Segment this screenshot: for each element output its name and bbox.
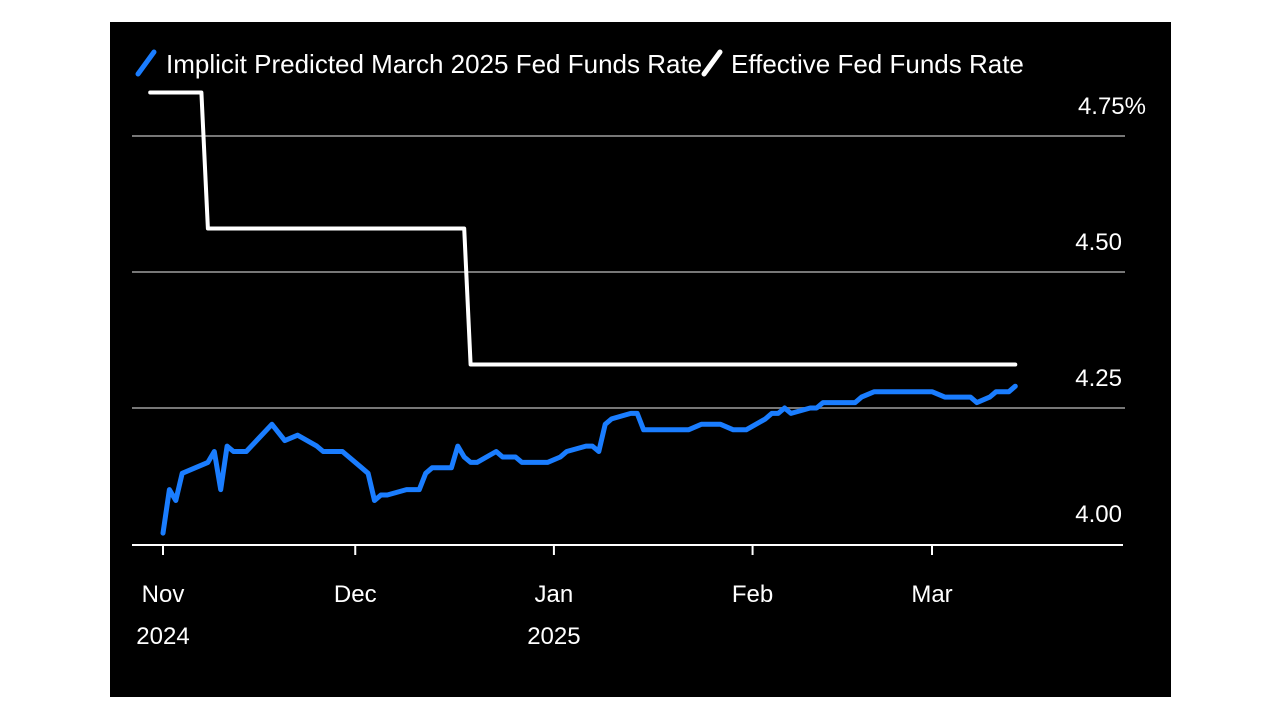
y-tick-label: 4.00 (1075, 501, 1122, 528)
x-axis: Nov 2024 Dec Jan 2025 Feb Mar (132, 544, 1123, 650)
y-tick-label: 4.50 (1075, 229, 1122, 256)
series-line-implicit-rate (160, 383, 1018, 536)
x-tick-month-label: Dec (334, 581, 377, 608)
y-tick-label: 4.25 (1075, 365, 1122, 392)
x-tick-month-label: Nov (142, 581, 185, 608)
x-tick-month-label: Mar (911, 581, 952, 608)
x-tick-month-label: Feb (732, 581, 773, 608)
x-tick-month-label: Jan (535, 581, 574, 608)
legend-swatch-effective-rate (701, 49, 723, 77)
legend-label-effective-rate: Effective Fed Funds Rate (731, 49, 1024, 79)
series-line-effective-rate (148, 90, 1018, 367)
legend-item-effective-rate: Effective Fed Funds Rate (701, 49, 1024, 79)
legend-label-implicit-rate: Implicit Predicted March 2025 Fed Funds … (166, 49, 702, 79)
legend-swatch-implicit-rate (135, 49, 157, 77)
legend-item-implicit-rate: Implicit Predicted March 2025 Fed Funds … (135, 49, 702, 79)
y-axis-tick-labels: 4.75% 4.50 4.25 4.00 (1075, 93, 1146, 528)
x-tick-year-label: 2024 (136, 623, 189, 650)
series-lines (148, 90, 1018, 536)
chart-panel (110, 22, 1171, 697)
y-tick-label: 4.75% (1078, 93, 1146, 120)
gridlines (132, 135, 1125, 409)
legend: Implicit Predicted March 2025 Fed Funds … (135, 49, 1024, 79)
x-tick-year-label: 2025 (527, 623, 580, 650)
